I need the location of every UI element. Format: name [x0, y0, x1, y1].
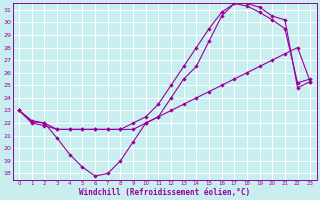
X-axis label: Windchill (Refroidissement éolien,°C): Windchill (Refroidissement éolien,°C)	[79, 188, 250, 197]
